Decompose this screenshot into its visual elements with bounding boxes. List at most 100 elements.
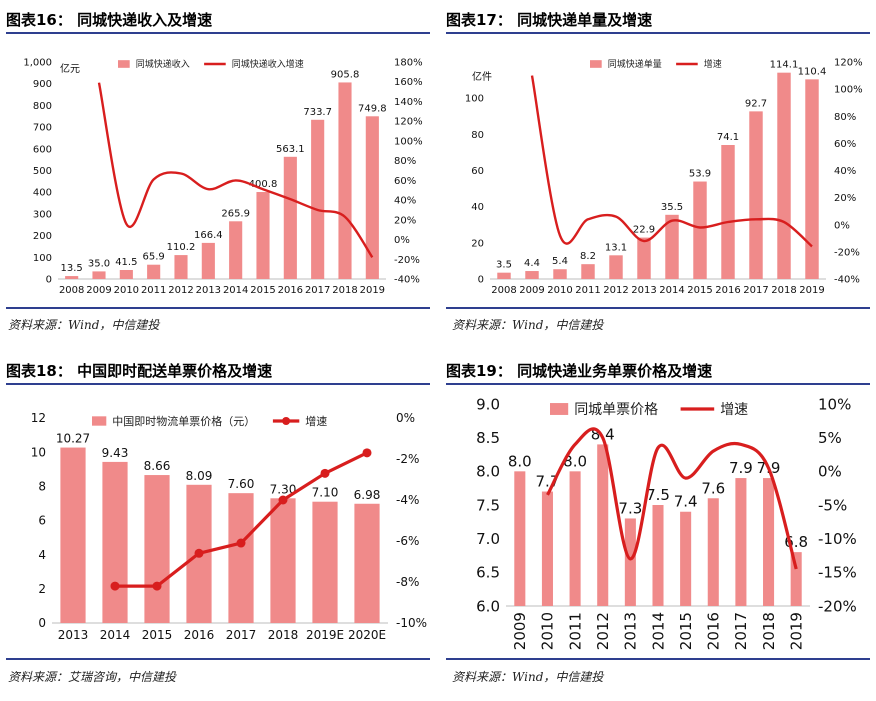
y-left-tick-label: 2	[38, 582, 46, 596]
x-tick-label: 2014	[649, 612, 667, 650]
y-right-tick-label: 120%	[394, 117, 423, 128]
growth-marker	[236, 538, 246, 548]
bar-value-label: 8.0	[508, 452, 532, 470]
chart-16-title-rule	[6, 32, 430, 34]
bar-2019	[790, 552, 802, 606]
legend-line-label: 增速	[704, 58, 722, 70]
y-right-tick-label: 10%	[818, 395, 851, 413]
bar-2012	[609, 255, 623, 279]
y-right-tick-label: -5%	[818, 496, 847, 514]
y-right-tick-label: 60%	[394, 176, 416, 187]
y-left-tick-label: 7.0	[476, 530, 500, 548]
y-left-tick-label: 80	[471, 130, 484, 141]
x-tick-label: 2008	[59, 285, 84, 296]
y-right-tick-label: 40%	[834, 166, 856, 177]
bar-value-label: 8.66	[144, 459, 171, 473]
y-right-tick-label: -40%	[834, 275, 860, 286]
bar-value-label: 8.09	[186, 469, 213, 483]
y-left-tick-label: 800	[33, 101, 52, 112]
growth-marker	[320, 468, 330, 478]
x-tick-label: 2014	[100, 628, 131, 642]
bar-2017	[228, 493, 254, 623]
bar-2016	[283, 156, 297, 279]
bar-2011	[569, 471, 581, 606]
bar-2014	[229, 221, 243, 279]
x-tick-label: 2014	[659, 285, 684, 296]
bar-value-label: 7.6	[701, 479, 725, 497]
chart-18-source: 资料来源：艾瑞咨询，中信建投	[8, 670, 177, 684]
x-tick-label: 2016	[184, 628, 215, 642]
bar-2012	[174, 255, 188, 279]
x-tick-label: 2013	[58, 628, 89, 642]
bar-value-label: 13.1	[605, 242, 627, 253]
chart-18-source-rule	[6, 658, 430, 660]
bar-value-label: 7.5	[646, 486, 670, 504]
bar-value-label: 563.1	[276, 144, 305, 155]
bar-2013	[624, 518, 636, 606]
y-right-tick-label: 160%	[394, 77, 423, 88]
bar-value-label: 92.7	[745, 98, 767, 109]
chart-19-source: 资料来源：Wind，中信建投	[452, 670, 604, 684]
x-tick-label: 2018	[760, 612, 778, 650]
bar-2016	[721, 145, 735, 279]
chart-16-source-rule	[6, 307, 430, 309]
y-left-unit-label: 亿件	[472, 70, 492, 83]
chart-17-plot: 0 20 40 60 80 100 -40% -20% 0% 20% 40% 60% 80% 100% 12…	[465, 58, 863, 297]
x-tick-label: 2011	[575, 285, 600, 296]
bar-2018	[777, 72, 791, 280]
y-left-tick-label: 6.5	[476, 564, 500, 582]
bar-value-label: 749.8	[358, 103, 387, 114]
y-right-tick-label: -10%	[396, 616, 427, 630]
chart-17-title: 图表17： 同城快递单量及增速	[446, 11, 653, 29]
legend-line-label: 增速	[305, 414, 327, 428]
bar-2019	[805, 79, 819, 279]
y-right-tick-label: 100%	[834, 85, 863, 96]
bar-2017	[735, 478, 747, 606]
bar-value-label: 7.60	[228, 477, 255, 491]
y-left-tick-label: 100	[465, 94, 484, 105]
bar-value-label: 8.2	[580, 251, 596, 262]
chart-18-plot: 0 2 4 6 8 10 12 -10% -8% -6% -4% -2% 0% 10.27 2013 9.43…	[31, 411, 427, 642]
y-right-tick-label: -15%	[818, 564, 857, 582]
y-left-tick-label: 0	[478, 275, 484, 286]
x-tick-label: 2013	[622, 612, 640, 650]
bar-2014	[652, 505, 664, 606]
bar-2017	[749, 111, 763, 280]
chart-16-source: 资料来源：Wind，中信建投	[8, 318, 160, 332]
x-tick-label: 2016	[278, 285, 303, 296]
y-left-tick-label: 60	[471, 166, 484, 177]
bar-2014	[102, 461, 128, 623]
legend-bar-label: 同城单票价格	[574, 402, 658, 418]
bar-2010	[553, 269, 567, 279]
y-left-tick-label: 8	[38, 480, 46, 494]
x-tick-label: 2016	[715, 285, 740, 296]
bar-value-label: 166.4	[194, 230, 223, 241]
x-tick-label: 2011	[566, 612, 584, 650]
growth-marker	[362, 448, 372, 458]
y-left-tick-label: 12	[31, 411, 46, 425]
x-tick-label: 2018	[268, 628, 299, 642]
bar-2020E	[354, 503, 380, 623]
legend-bar-swatch	[550, 403, 569, 415]
bar-2018	[763, 478, 775, 606]
legend-bar-label: 中国即时物流单票价格（元）	[112, 414, 255, 428]
bar-2017	[311, 119, 325, 279]
bar-2018	[338, 82, 352, 279]
bar-value-label: 35.5	[661, 202, 683, 213]
bar-value-label: 400.8	[249, 179, 278, 190]
x-tick-label: 2016	[705, 612, 723, 650]
bar-value-label: 110.2	[167, 242, 196, 253]
y-left-tick-label: 9.0	[476, 395, 500, 413]
x-tick-label: 2014	[223, 285, 248, 296]
legend-bar-label: 同城快递单量	[608, 58, 662, 70]
x-tick-label: 2008	[491, 285, 516, 296]
x-tick-label: 2013	[631, 285, 656, 296]
bar-value-label: 110.4	[798, 66, 827, 77]
chart-19-source-rule	[446, 658, 870, 660]
legend-bar-swatch	[590, 60, 602, 68]
y-left-tick-label: 7.5	[476, 496, 500, 514]
y-left-tick-label: 6.0	[476, 597, 500, 615]
bar-value-label: 41.5	[115, 257, 137, 268]
y-right-tick-label: 0%	[396, 411, 415, 425]
x-tick-label: 2012	[603, 285, 628, 296]
